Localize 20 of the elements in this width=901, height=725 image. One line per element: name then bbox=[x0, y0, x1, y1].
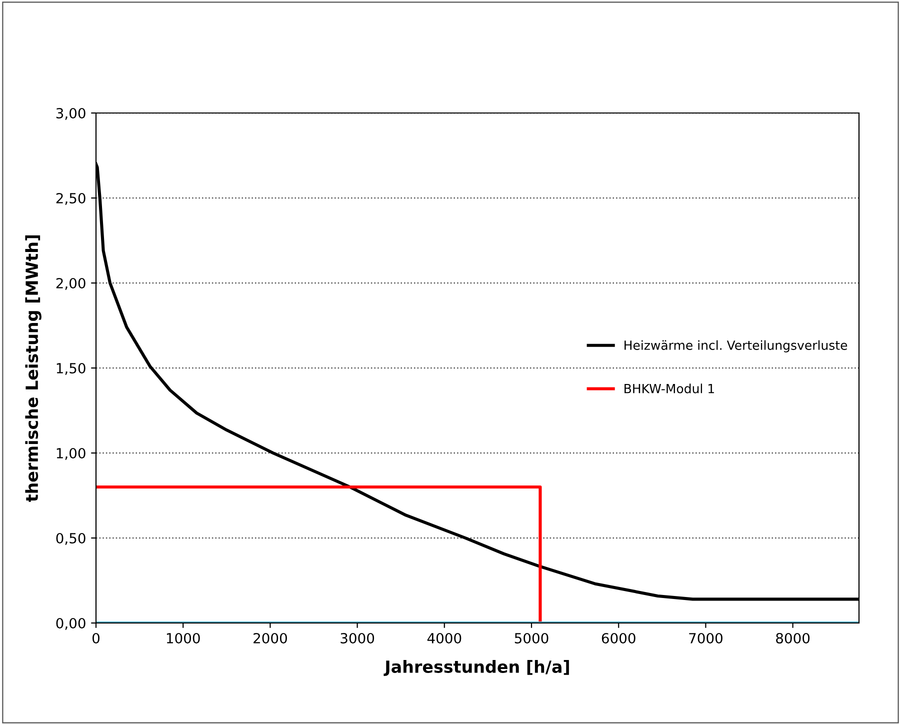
x-tick-label: 4000 bbox=[427, 632, 462, 644]
x-tick-label: 5000 bbox=[514, 632, 548, 644]
y-tick-label: 2,50 bbox=[56, 192, 86, 205]
x-tick-label: 1000 bbox=[166, 632, 200, 644]
legend-label: BHKW-Modul 1 bbox=[624, 384, 714, 394]
x-axis-title: Jahresstunden [h/a] bbox=[384, 660, 569, 676]
y-tick-label: 2,00 bbox=[56, 278, 86, 290]
y-axis-title: thermische Leistung [MWth] bbox=[25, 235, 42, 502]
x-tick-label: 2000 bbox=[254, 632, 287, 644]
y-tick-label: 1,50 bbox=[56, 362, 86, 375]
y-tick-label: 3,00 bbox=[56, 108, 86, 120]
legend-label: Heizwärme incl. Verteilungsverluste bbox=[624, 340, 848, 352]
y-tick-label: 1,00 bbox=[56, 448, 86, 460]
x-tick-label: 3000 bbox=[340, 632, 374, 644]
y-tick-label: 0,00 bbox=[56, 618, 86, 630]
x-tick-label: 0 bbox=[92, 632, 100, 644]
x-tick-label: 6000 bbox=[602, 632, 636, 644]
y-tick-label: 0,50 bbox=[56, 532, 86, 545]
x-tick-label: 8000 bbox=[776, 632, 810, 644]
x-tick-label: 7000 bbox=[689, 632, 722, 644]
